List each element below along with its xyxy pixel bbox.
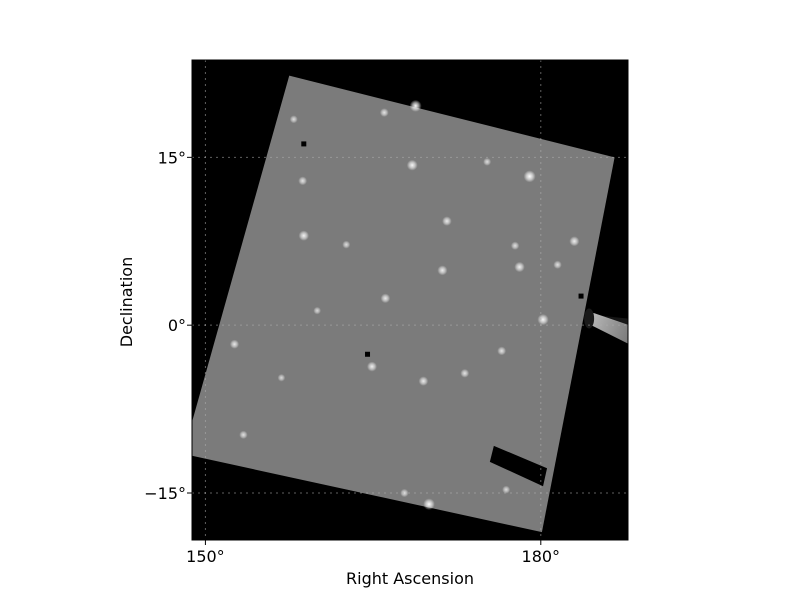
dark-spot bbox=[578, 293, 584, 299]
bright-source bbox=[239, 430, 248, 440]
y-axis-label: Declination bbox=[117, 257, 136, 347]
bright-source bbox=[569, 236, 580, 247]
bright-source bbox=[497, 346, 507, 356]
x-tick-label: 150° bbox=[186, 547, 225, 566]
bright-source bbox=[313, 306, 322, 315]
image-layer bbox=[192, 75, 628, 533]
axes-frame bbox=[191, 59, 629, 541]
bright-source bbox=[510, 241, 520, 250]
bright-source bbox=[460, 368, 470, 378]
bright-sources bbox=[229, 99, 580, 510]
x-axis-label: Right Ascension bbox=[346, 569, 474, 588]
survey-field bbox=[192, 75, 615, 533]
bright-source bbox=[406, 159, 418, 171]
axis-ticks: 150° 180° 15° 0° −15° bbox=[144, 148, 560, 566]
bright-source bbox=[366, 361, 377, 372]
y-tick-label: 15° bbox=[158, 148, 186, 167]
grid bbox=[192, 60, 628, 540]
bright-source bbox=[409, 99, 422, 112]
bright-source bbox=[400, 488, 409, 498]
comet-head bbox=[584, 308, 595, 329]
bright-source bbox=[298, 176, 308, 186]
bright-source bbox=[229, 339, 240, 349]
survey-gap bbox=[489, 445, 548, 487]
y-tick-label: −15° bbox=[144, 484, 186, 503]
x-tick-label: 180° bbox=[522, 547, 561, 566]
bright-source bbox=[423, 498, 435, 510]
bright-source bbox=[418, 376, 429, 386]
bright-source bbox=[502, 485, 511, 494]
bright-source bbox=[342, 240, 351, 249]
bright-source bbox=[537, 313, 549, 326]
bright-source bbox=[442, 216, 452, 226]
bright-source bbox=[553, 260, 562, 269]
y-tick-label: 0° bbox=[168, 316, 186, 335]
comet-tail bbox=[584, 308, 628, 425]
bright-source bbox=[277, 373, 286, 382]
bright-source bbox=[380, 293, 391, 304]
bright-source bbox=[523, 170, 536, 183]
bright-source bbox=[483, 157, 492, 166]
bright-source bbox=[437, 265, 448, 276]
dark-spot bbox=[301, 141, 307, 147]
bright-source bbox=[379, 108, 389, 117]
bright-source bbox=[289, 115, 298, 124]
dark-spot bbox=[365, 351, 371, 357]
dark-spots bbox=[301, 141, 584, 357]
bright-source bbox=[298, 230, 309, 241]
bright-source bbox=[514, 261, 525, 273]
